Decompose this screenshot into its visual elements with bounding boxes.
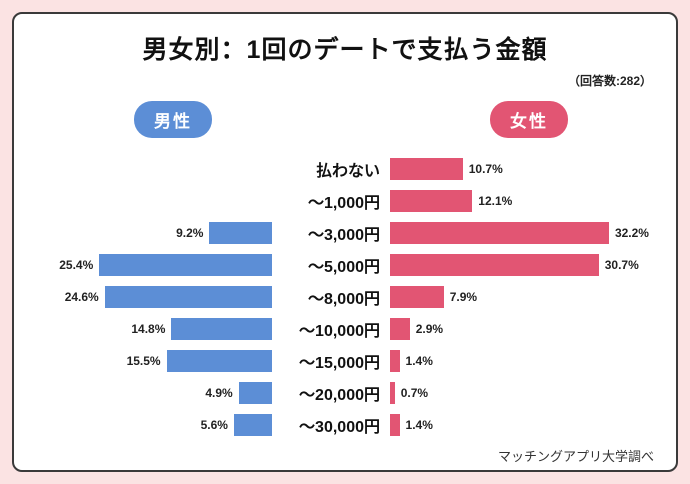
source-credit: マッチングアプリ大学調べ [497,449,654,464]
chart-row: 5.6% ～30,000円 1.4% [34,414,656,436]
female-bar-zone: 0.7% [390,382,656,404]
female-bar-zone: 32.2% [390,222,656,244]
female-bar [390,158,463,180]
chart-row: 払わない 10.7% [34,158,656,180]
male-bar [104,286,272,308]
category-label: ～10,000円 [299,323,380,340]
male-bar-zone [34,190,272,212]
category-label: ～20,000円 [299,387,380,404]
male-bar [99,254,272,276]
male-value-label: 14.8% [131,322,166,336]
male-value-label: 24.6% [64,290,99,304]
category-label: ～5,000円 [307,259,380,276]
female-bar [390,350,400,372]
male-value-label: 15.5% [126,354,161,368]
male-legend-badge: 男性 [134,101,212,138]
male-bar-zone [34,158,272,180]
male-bar-zone: 14.8% [34,318,272,340]
female-bar-zone: 1.4% [390,414,656,436]
chart-row: ～1,000円 12.1% [34,190,656,212]
female-value-label: 0.7% [400,386,429,400]
male-bar-zone: 25.4% [34,254,272,276]
category-label: ～15,000円 [299,355,380,372]
male-bar-zone: 4.9% [34,382,272,404]
category-label: ～3,000円 [307,227,380,244]
chart-card: 男女別：1回のデートで支払う金額 （回答数:282） 男性 女性 払わない 10.… [12,12,678,472]
female-bar-zone: 30.7% [390,254,656,276]
female-bar [390,254,599,276]
female-bar [390,382,395,404]
female-value-label: 30.7% [604,258,639,272]
female-value-label: 1.4% [405,418,433,432]
chart-row: 14.8% ～10,000円 2.9% [34,318,656,340]
chart-row: 25.4% ～5,000円 30.7% [34,254,656,276]
male-bar-zone: 24.6% [34,286,272,308]
male-value-label: 9.2% [176,226,204,240]
male-value-label: 4.9% [205,386,233,400]
male-bar [209,222,272,244]
female-bar [390,286,444,308]
chart-row: 9.2% ～3,000円 32.2% [34,222,656,244]
respondents-count: （回答数:282） [567,74,652,88]
female-bar [390,318,410,340]
legend: 男性 女性 [34,101,656,138]
male-bar [238,382,272,404]
female-bar-zone: 12.1% [390,190,656,212]
male-bar [233,414,272,436]
male-bar-zone: 15.5% [34,350,272,372]
female-value-label: 2.9% [415,322,444,336]
female-bar-zone: 10.7% [390,158,656,180]
female-value-label: 7.9% [449,290,478,304]
female-value-label: 32.2% [614,226,649,240]
male-bar [166,350,272,372]
female-value-label: 10.7% [468,162,503,176]
female-value-label: 12.1% [478,194,513,208]
category-label: ～8,000円 [307,291,380,308]
male-value-label: 25.4% [59,258,94,272]
female-bar [390,190,473,212]
category-label: ～1,000円 [307,195,380,212]
chart-rows: 払わない 10.7% ～1,000円 12.1% 9.2% ～3,000円 32.2% 25.… [34,158,656,436]
category-label: ～30,000円 [299,419,380,436]
female-bar [390,222,609,244]
chart-row: 24.6% ～8,000円 7.9% [34,286,656,308]
male-bar-zone: 9.2% [34,222,272,244]
category-label: 払わない [315,163,380,180]
female-legend-badge: 女性 [490,101,568,138]
chart-row: 4.9% ～20,000円 0.7% [34,382,656,404]
male-value-label: 5.6% [200,418,228,432]
male-bar [171,318,272,340]
female-bar-zone: 1.4% [390,350,656,372]
chart-title: 男女別：1回のデートで支払う金額 [142,36,548,64]
male-bar-zone: 5.6% [34,414,272,436]
female-bar [390,414,400,436]
female-bar-zone: 2.9% [390,318,656,340]
female-value-label: 1.4% [405,354,433,368]
chart-row: 15.5% ～15,000円 1.4% [34,350,656,372]
female-bar-zone: 7.9% [390,286,656,308]
